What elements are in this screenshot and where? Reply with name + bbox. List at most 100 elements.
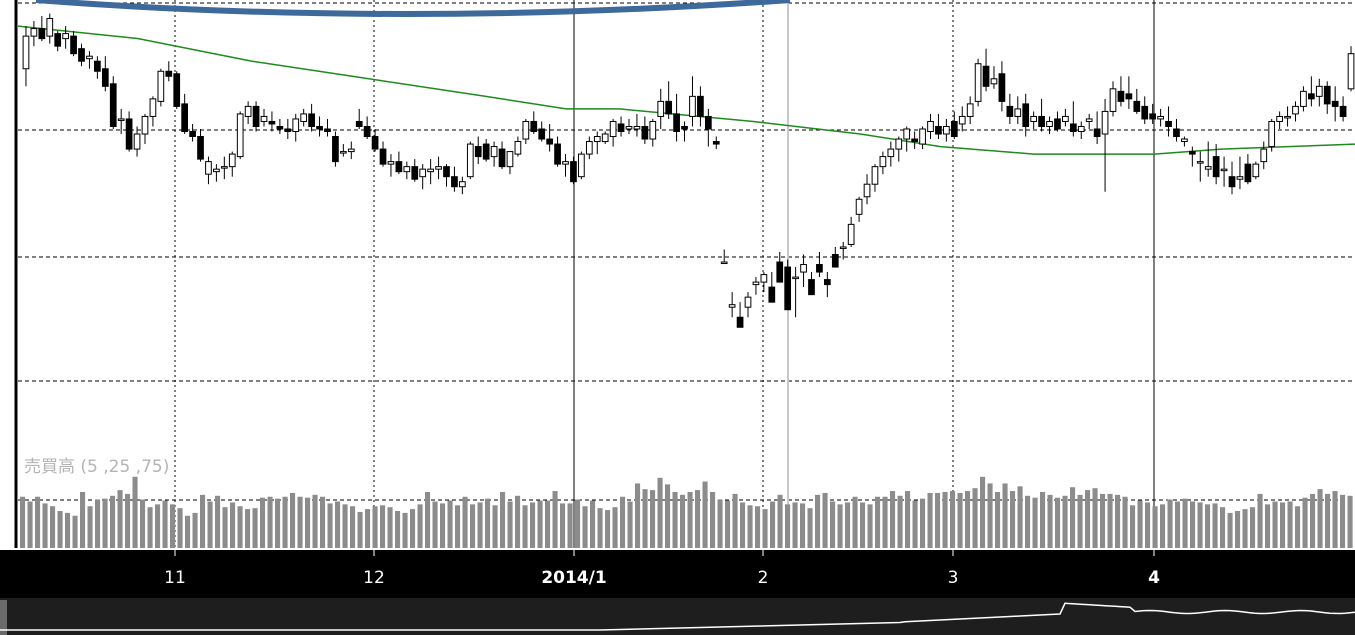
volume-bar bbox=[380, 505, 386, 549]
candle bbox=[1046, 116, 1053, 135]
volume-bar bbox=[905, 491, 911, 549]
candle bbox=[197, 128, 204, 162]
candle-body bbox=[1038, 115, 1045, 127]
candle bbox=[633, 113, 641, 137]
candle bbox=[776, 251, 784, 283]
candle bbox=[117, 108, 125, 135]
volume-bar bbox=[237, 506, 243, 549]
volume-bar bbox=[1025, 495, 1031, 549]
volume-bar bbox=[417, 504, 423, 549]
candle-body bbox=[950, 120, 958, 138]
volume-bar bbox=[1197, 502, 1203, 549]
candle bbox=[1085, 113, 1093, 129]
volume-bar bbox=[1032, 497, 1038, 549]
candle bbox=[697, 86, 704, 127]
candle bbox=[189, 123, 196, 142]
candle bbox=[466, 141, 474, 180]
volume-bar bbox=[837, 504, 843, 549]
candle bbox=[816, 251, 823, 278]
candle-body bbox=[62, 33, 69, 40]
candle-body bbox=[339, 151, 347, 154]
candle-body bbox=[482, 143, 490, 160]
candle-body bbox=[1077, 125, 1085, 133]
candle-body bbox=[736, 316, 744, 328]
candle-body bbox=[816, 264, 823, 273]
candle bbox=[1236, 156, 1244, 190]
candle-body bbox=[78, 48, 85, 62]
candle-body bbox=[498, 148, 506, 168]
volume-bar bbox=[327, 503, 333, 549]
volume-bar bbox=[432, 501, 438, 549]
candle-body bbox=[1244, 163, 1252, 183]
volume-bar bbox=[245, 509, 251, 549]
candle-body bbox=[1030, 115, 1038, 122]
volume-bar bbox=[1055, 497, 1061, 549]
volume-bar bbox=[1302, 497, 1308, 549]
volume-bar bbox=[1010, 491, 1016, 549]
candle bbox=[1165, 106, 1172, 137]
candle bbox=[252, 101, 260, 132]
candle-body bbox=[371, 136, 379, 150]
candle-body bbox=[443, 166, 450, 178]
candle bbox=[1022, 93, 1030, 137]
candle bbox=[54, 31, 62, 52]
volume-bar bbox=[635, 483, 641, 549]
candle-body bbox=[546, 138, 554, 145]
volume-bar bbox=[342, 504, 348, 549]
volume-bar bbox=[1107, 493, 1113, 549]
volume-bar bbox=[762, 509, 768, 549]
candle-body bbox=[1109, 88, 1117, 112]
candle bbox=[474, 136, 482, 165]
volume-bar bbox=[27, 501, 33, 549]
candle bbox=[760, 272, 768, 293]
volume-bar bbox=[1115, 494, 1121, 549]
volume-bar bbox=[425, 492, 431, 549]
volume-bar bbox=[732, 493, 738, 549]
candle bbox=[395, 151, 403, 175]
candle bbox=[1323, 81, 1331, 114]
candle-body bbox=[411, 166, 419, 180]
volume-bar bbox=[80, 492, 86, 549]
candle-body bbox=[1141, 105, 1149, 120]
candle-body bbox=[974, 63, 982, 102]
candle bbox=[990, 66, 998, 89]
x-tick-label: 11 bbox=[164, 568, 186, 588]
candle bbox=[601, 131, 609, 145]
volume-bar bbox=[777, 494, 783, 549]
volume-bar bbox=[785, 504, 791, 549]
candle-body bbox=[101, 68, 109, 87]
candle-body bbox=[1149, 113, 1157, 120]
overview-navigator[interactable] bbox=[0, 598, 1355, 635]
volume-bar bbox=[357, 511, 363, 549]
candle-body bbox=[379, 148, 387, 165]
candle-body bbox=[847, 223, 855, 245]
candle-body bbox=[363, 125, 371, 138]
chart-grid bbox=[14, 0, 1355, 556]
candle-body bbox=[697, 95, 704, 117]
volume-bar bbox=[335, 501, 341, 549]
candle bbox=[490, 141, 498, 167]
volume-bar bbox=[912, 500, 918, 549]
volume-bar bbox=[1295, 506, 1301, 549]
candle bbox=[578, 151, 585, 180]
volume-bar bbox=[185, 515, 191, 549]
candle bbox=[157, 68, 165, 107]
candle bbox=[1347, 46, 1355, 92]
candle bbox=[101, 56, 109, 92]
candle bbox=[1173, 118, 1180, 142]
candle bbox=[244, 101, 252, 124]
volume-bar bbox=[567, 503, 573, 549]
volume-bar bbox=[65, 512, 71, 549]
volume-bar bbox=[590, 500, 596, 549]
candle bbox=[205, 156, 212, 185]
candle-body bbox=[236, 113, 244, 158]
candle bbox=[1228, 161, 1236, 195]
candle bbox=[1117, 76, 1125, 107]
candle bbox=[1204, 141, 1212, 177]
candle bbox=[1149, 103, 1157, 124]
volume-bar bbox=[860, 502, 866, 549]
candle-body bbox=[768, 286, 776, 303]
candle bbox=[379, 141, 387, 167]
candle-body bbox=[141, 115, 149, 135]
